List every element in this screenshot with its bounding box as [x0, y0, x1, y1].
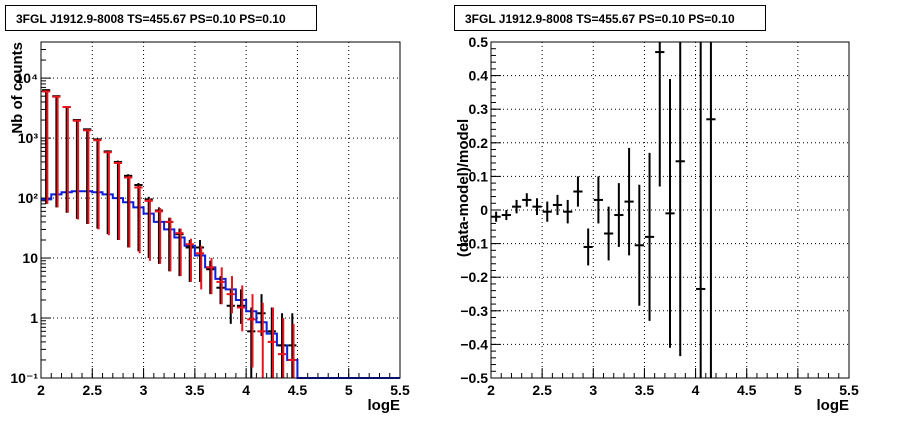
y-tick-label: −0.3 [460, 303, 488, 319]
x-tick-label: 4 [692, 382, 700, 398]
y-tick-label: 0.4 [469, 68, 489, 84]
x-tick-label: 4 [242, 382, 250, 398]
residuals-panel: 3FGL J1912.9-8008 TS=455.67 PS=0.10 PS=0… [449, 0, 898, 421]
x-tick-label: 3.5 [635, 382, 655, 398]
x-tick-label: 5 [345, 382, 353, 398]
x-tick-label: 2.5 [532, 382, 552, 398]
chart-title-right: 3FGL J1912.9-8008 TS=455.67 PS=0.10 PS=0… [454, 5, 766, 31]
x-tick-label: 2 [37, 382, 45, 398]
y-tick-label: 0.1 [469, 168, 489, 184]
y-tick-label: 0 [480, 202, 488, 218]
y-tick-label: 0.3 [469, 101, 489, 117]
y-tick-label: 10² [18, 190, 39, 206]
counts-histogram-chart: 2 2.5 3 3.5 4 4.5 5 5.5 10⁻¹ 1 10 10² 10³ 10⁴ logE Nb o… [9, 41, 410, 414]
y-axis-title: Nb of counts [9, 42, 26, 134]
y-tick-label: −0.5 [460, 370, 488, 386]
counts-histogram-panel: 3FGL J1912.9-8008 TS=455.67 PS=0.10 PS=0… [5, 5, 410, 414]
chart-title-left: 3FGL J1912.9-8008 TS=455.67 PS=0.10 PS=0… [5, 5, 317, 31]
x-tick-label: 2.5 [83, 382, 103, 398]
y-tick-label: 10⁴ [16, 70, 39, 86]
plot-frame [490, 41, 850, 379]
x-tick-label: 4.5 [288, 382, 308, 398]
y-tick-label: 0.2 [469, 135, 489, 151]
y-tick-label: −0.1 [460, 236, 488, 252]
residuals-chart: 2 2.5 3 3.5 4 4.5 5 5.5 −0.5 −0.4 −0.3 −0.2 −0.1 0 0.1… [455, 34, 859, 414]
y-tick-label: −0.4 [460, 336, 488, 352]
x-tick-label: 5.5 [839, 382, 859, 398]
x-tick-label: 3 [140, 382, 148, 398]
y-tick-label: 0.5 [469, 34, 489, 50]
x-tick-label: 3.5 [185, 382, 205, 398]
y-tick-label: 1 [30, 310, 38, 326]
x-tick-label: 5 [794, 382, 802, 398]
x-tick-label: 4.5 [737, 382, 757, 398]
plot-frame [40, 41, 401, 379]
x-tick-label: 2 [487, 382, 495, 398]
y-tick-label: −0.2 [460, 269, 488, 285]
y-tick-label: 10 [22, 250, 38, 266]
x-tick-label: 5.5 [390, 382, 410, 398]
y-axis-title: (data-model)/model [455, 119, 472, 257]
y-tick-label: 10³ [18, 130, 39, 146]
x-axis-title: logE [817, 397, 850, 414]
x-axis-title: logE [368, 397, 401, 414]
y-tick-label: 10⁻¹ [10, 370, 38, 386]
plot-area [41, 42, 400, 378]
x-tick-label: 3 [589, 382, 597, 398]
